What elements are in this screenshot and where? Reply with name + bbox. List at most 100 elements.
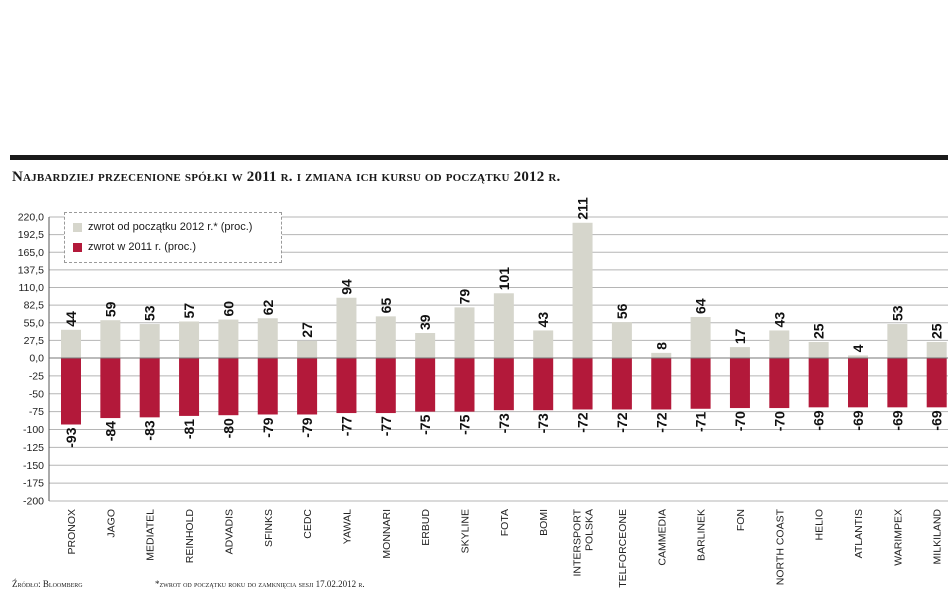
bar-2011 — [493, 358, 514, 411]
category-label: INTERSPORT — [572, 508, 584, 576]
bar-2011 — [415, 358, 436, 412]
category-label: BOMI — [538, 509, 550, 536]
bar-2011 — [848, 358, 868, 408]
legend-item-2012: zwrot od początku 2012 r.* (proc.) — [73, 221, 252, 233]
bar-2011 — [218, 358, 239, 416]
data-label-2011: -79 — [260, 417, 276, 437]
bar-2012 — [690, 316, 711, 358]
bar-2011 — [769, 358, 790, 409]
y-tick-label: 82,5 — [24, 300, 45, 312]
category-label: SFINKS — [263, 509, 275, 547]
category-label: ERBUD — [420, 509, 432, 546]
y-tick-label: -175 — [23, 478, 44, 490]
bar-2011 — [729, 358, 750, 409]
top-rule — [10, 155, 948, 160]
category-label: HELIO — [814, 509, 826, 541]
data-label-2011: -93 — [63, 427, 79, 447]
y-tick-label: 137,5 — [18, 264, 44, 276]
category-label: NORTH COAST — [774, 508, 786, 585]
data-label-2011: -71 — [693, 412, 709, 432]
bar-2012 — [769, 330, 790, 358]
y-tick-label: 0,0 — [29, 353, 44, 365]
bar-2012 — [887, 324, 908, 358]
category-label: JAGO — [105, 509, 117, 538]
data-label-2011: -73 — [496, 413, 512, 433]
data-label-2011: -69 — [850, 410, 866, 430]
data-label-2011: -72 — [575, 412, 591, 432]
data-label-2011: -81 — [181, 419, 197, 439]
data-label-2012: 57 — [181, 303, 197, 319]
category-label: MILKILAND — [932, 509, 944, 565]
bar-2012 — [297, 340, 318, 358]
data-label-2011: -75 — [457, 414, 473, 434]
data-label-2011: -69 — [811, 410, 827, 430]
y-tick-label: -100 — [23, 424, 44, 436]
category-label: TELFORCEONE — [617, 509, 629, 588]
data-label-2012: 17 — [732, 328, 748, 344]
bar-2012 — [533, 330, 554, 358]
bar-2011 — [100, 358, 121, 419]
y-tick-label: -75 — [29, 406, 44, 418]
data-label-2012: 4 — [850, 344, 866, 352]
y-tick-label: 27,5 — [24, 335, 45, 347]
bar-2011 — [61, 358, 81, 425]
category-label: FOTA — [499, 509, 511, 536]
category-label: MONNARI — [381, 509, 393, 559]
data-label-2012: 94 — [338, 279, 354, 295]
data-label-2012: 65 — [378, 298, 394, 314]
data-label-2012: 79 — [457, 289, 473, 305]
y-tick-label: -25 — [29, 370, 44, 382]
data-label-2012: 25 — [811, 323, 827, 339]
bar-2012 — [218, 319, 239, 358]
bar-2011 — [454, 358, 475, 412]
bar-2012 — [415, 333, 436, 358]
bar-2012 — [729, 347, 750, 358]
category-label: FON — [735, 509, 747, 531]
bar-2012 — [179, 321, 200, 358]
legend-label-2012: zwrot od początku 2012 r.* (proc.) — [88, 221, 253, 233]
y-tick-label: 192,5 — [18, 229, 44, 241]
category-label: REINHOLD — [184, 509, 196, 564]
data-label-2011: -83 — [142, 420, 158, 440]
bar-2011 — [336, 358, 357, 414]
data-label-2012: 43 — [771, 312, 787, 328]
bar-2012 — [61, 329, 81, 358]
bar-2012 — [100, 320, 121, 358]
bar-2011 — [651, 358, 672, 410]
footnote: *zwrot od początku roku do zamknięcia se… — [155, 579, 365, 589]
data-label-2012: 59 — [102, 301, 118, 317]
data-label-2011: -84 — [102, 421, 118, 441]
data-label-2011: -72 — [614, 412, 630, 432]
source-note: Źródło: Bloomberg — [12, 579, 83, 589]
bar-2011 — [257, 358, 278, 415]
legend-item-2011: zwrot w 2011 r. (proc.) — [73, 241, 196, 253]
bar-2012 — [848, 355, 868, 358]
data-label-2012: 44 — [63, 311, 79, 327]
category-label: POLSKA — [584, 509, 596, 551]
y-tick-label: 165,0 — [18, 247, 44, 259]
data-label-2012: 211 — [575, 197, 591, 220]
data-label-2011: -72 — [653, 412, 669, 432]
category-label: PRONOX — [66, 509, 78, 555]
data-label-2012: 53 — [889, 305, 905, 321]
data-label-2011: -75 — [417, 414, 433, 434]
data-label-2012: 101 — [496, 267, 512, 291]
data-label-2011: -73 — [535, 413, 551, 433]
bar-2012 — [139, 324, 160, 358]
bar-2011 — [533, 358, 554, 411]
bar-2012 — [651, 352, 672, 358]
y-tick-label: 220,0 — [18, 212, 44, 224]
data-label-2012: 39 — [417, 314, 433, 330]
y-tick-label: -200 — [23, 496, 44, 508]
category-label: CEDC — [302, 509, 314, 539]
bar-2012 — [926, 341, 947, 358]
y-tick-label: 110,0 — [19, 282, 45, 294]
bar-2012 — [572, 222, 593, 358]
bar-2011 — [375, 358, 396, 414]
data-label-2011: -77 — [338, 416, 354, 436]
data-label-2012: 27 — [299, 322, 315, 338]
bar-2011 — [926, 358, 947, 408]
data-label-2012: 60 — [220, 301, 236, 317]
bar-2012 — [375, 316, 396, 358]
